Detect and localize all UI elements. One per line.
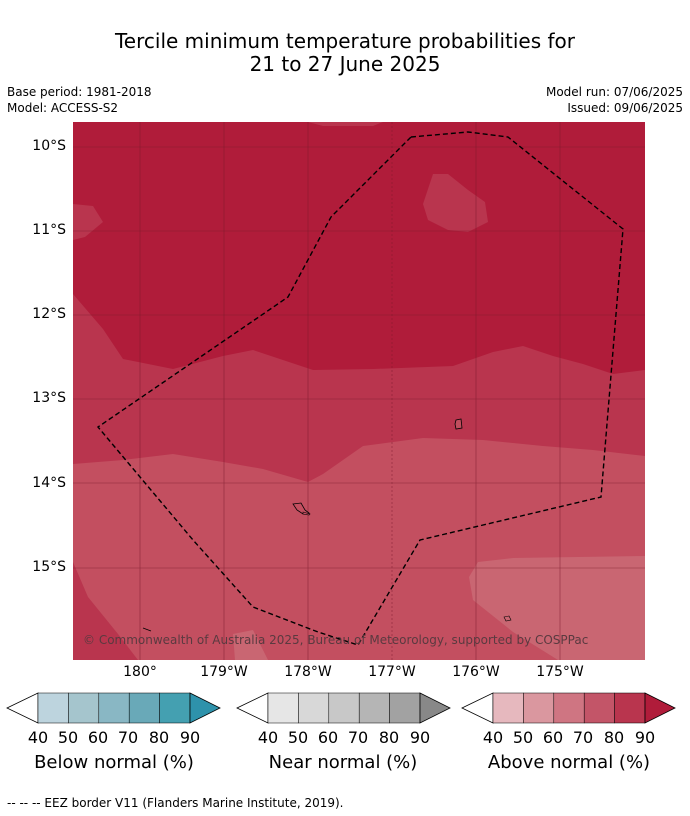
legend-arrow-high bbox=[189, 692, 221, 724]
zone-70-80 bbox=[73, 292, 645, 482]
legend-below-tick-90: 90 bbox=[179, 728, 201, 747]
lat-label-11s: 11°S bbox=[32, 222, 66, 238]
legend-swatch bbox=[98, 692, 130, 724]
legend-swatch bbox=[37, 692, 69, 724]
legend-arrow-low bbox=[6, 692, 39, 724]
lon-label-176w: 176°W bbox=[452, 664, 500, 680]
lon-label-177w: 177°W bbox=[368, 664, 416, 680]
lon-label-180: 180° bbox=[123, 664, 157, 680]
legend-swatch bbox=[328, 692, 360, 724]
island-east bbox=[503, 615, 512, 622]
legend-swatch bbox=[358, 692, 390, 724]
meta-left: Base period: 1981-2018 Model: ACCESS-S2 bbox=[7, 84, 152, 116]
title-line-2: 21 to 27 June 2025 bbox=[249, 52, 441, 76]
legend-above-tick-60: 60 bbox=[542, 728, 564, 747]
legend-near-tick-70: 70 bbox=[347, 728, 369, 747]
probability-map bbox=[73, 122, 645, 660]
legend-below-tick-60: 60 bbox=[87, 728, 109, 747]
legend-below-tick-40: 40 bbox=[27, 728, 49, 747]
lat-label-10s: 10°S bbox=[32, 138, 66, 154]
legend-near-normal-colorbar bbox=[236, 692, 451, 724]
legend-swatch bbox=[523, 692, 555, 724]
legend-swatch bbox=[128, 692, 160, 724]
legend-near-title: Near normal (%) bbox=[268, 752, 418, 773]
copyright-notice: © Commonwealth of Australia 2025, Bureau… bbox=[83, 633, 589, 647]
title-line-1: Tercile minimum temperature probabilitie… bbox=[114, 29, 576, 53]
legend-near-tick-90: 90 bbox=[409, 728, 431, 747]
legend-above-normal-colorbar bbox=[461, 692, 676, 724]
map-title: Tercile minimum temperature probabilitie… bbox=[0, 30, 690, 76]
zone-80-90 bbox=[73, 122, 645, 374]
legend-arrow-low bbox=[461, 692, 494, 724]
legend-below-tick-50: 50 bbox=[57, 728, 79, 747]
legend-arrow-high bbox=[644, 692, 676, 724]
legend-swatch bbox=[267, 692, 299, 724]
legend-above-tick-90: 90 bbox=[634, 728, 656, 747]
lon-label-178w: 178°W bbox=[284, 664, 332, 680]
footer-eez-note: -- -- -- EEZ border V11 (Flanders Marine… bbox=[7, 796, 344, 810]
legend-arrow-low bbox=[236, 692, 269, 724]
legend-below-tick-70: 70 bbox=[117, 728, 139, 747]
legend-swatch bbox=[583, 692, 615, 724]
patch-north bbox=[423, 174, 488, 232]
meta-right: Model run: 07/06/2025 Issued: 09/06/2025 bbox=[546, 84, 683, 116]
legend-above-title: Above normal (%) bbox=[487, 752, 651, 773]
legend-swatch bbox=[553, 692, 585, 724]
lat-label-15s: 15°S bbox=[32, 559, 66, 575]
legend-near-tick-80: 80 bbox=[378, 728, 400, 747]
patch-top bbox=[308, 122, 383, 126]
lon-label-179w: 179°W bbox=[200, 664, 248, 680]
zone-50-60 bbox=[469, 556, 645, 660]
patch-south bbox=[233, 630, 268, 660]
graticule bbox=[73, 122, 645, 660]
legend-near-tick-50: 50 bbox=[287, 728, 309, 747]
legend-swatch bbox=[159, 692, 191, 724]
island-southwest bbox=[142, 627, 152, 632]
legend-swatch bbox=[389, 692, 421, 724]
legend-swatch bbox=[492, 692, 524, 724]
legend-below-normal-colorbar bbox=[6, 692, 221, 724]
island-wallis-small bbox=[302, 511, 311, 516]
legend-near-tick-60: 60 bbox=[317, 728, 339, 747]
legend-above-tick-50: 50 bbox=[512, 728, 534, 747]
patch-sw bbox=[73, 562, 138, 660]
legend-near-tick-40: 40 bbox=[257, 728, 279, 747]
legend-arrow-high bbox=[419, 692, 451, 724]
island-niuafoou bbox=[454, 418, 463, 430]
legend-above-tick-80: 80 bbox=[603, 728, 625, 747]
legend-below-title: Below normal (%) bbox=[34, 752, 194, 773]
lat-label-12s: 12°S bbox=[32, 306, 66, 322]
lat-label-13s: 13°S bbox=[32, 390, 66, 406]
island-wallis bbox=[292, 502, 310, 515]
lat-label-14s: 14°S bbox=[32, 475, 66, 491]
base-period: Base period: 1981-2018 bbox=[7, 85, 152, 99]
legend-above-tick-40: 40 bbox=[482, 728, 504, 747]
legend-swatch bbox=[68, 692, 100, 724]
legend-below-tick-80: 80 bbox=[148, 728, 170, 747]
eez-border bbox=[96, 131, 624, 646]
model-name: Model: ACCESS-S2 bbox=[7, 101, 119, 115]
legend-swatch bbox=[298, 692, 330, 724]
lon-label-175w: 175°W bbox=[536, 664, 584, 680]
model-run: Model run: 07/06/2025 bbox=[545, 85, 683, 99]
issued-date: Issued: 09/06/2025 bbox=[567, 101, 683, 115]
legend-above-tick-70: 70 bbox=[572, 728, 594, 747]
legend-swatch bbox=[614, 692, 646, 724]
